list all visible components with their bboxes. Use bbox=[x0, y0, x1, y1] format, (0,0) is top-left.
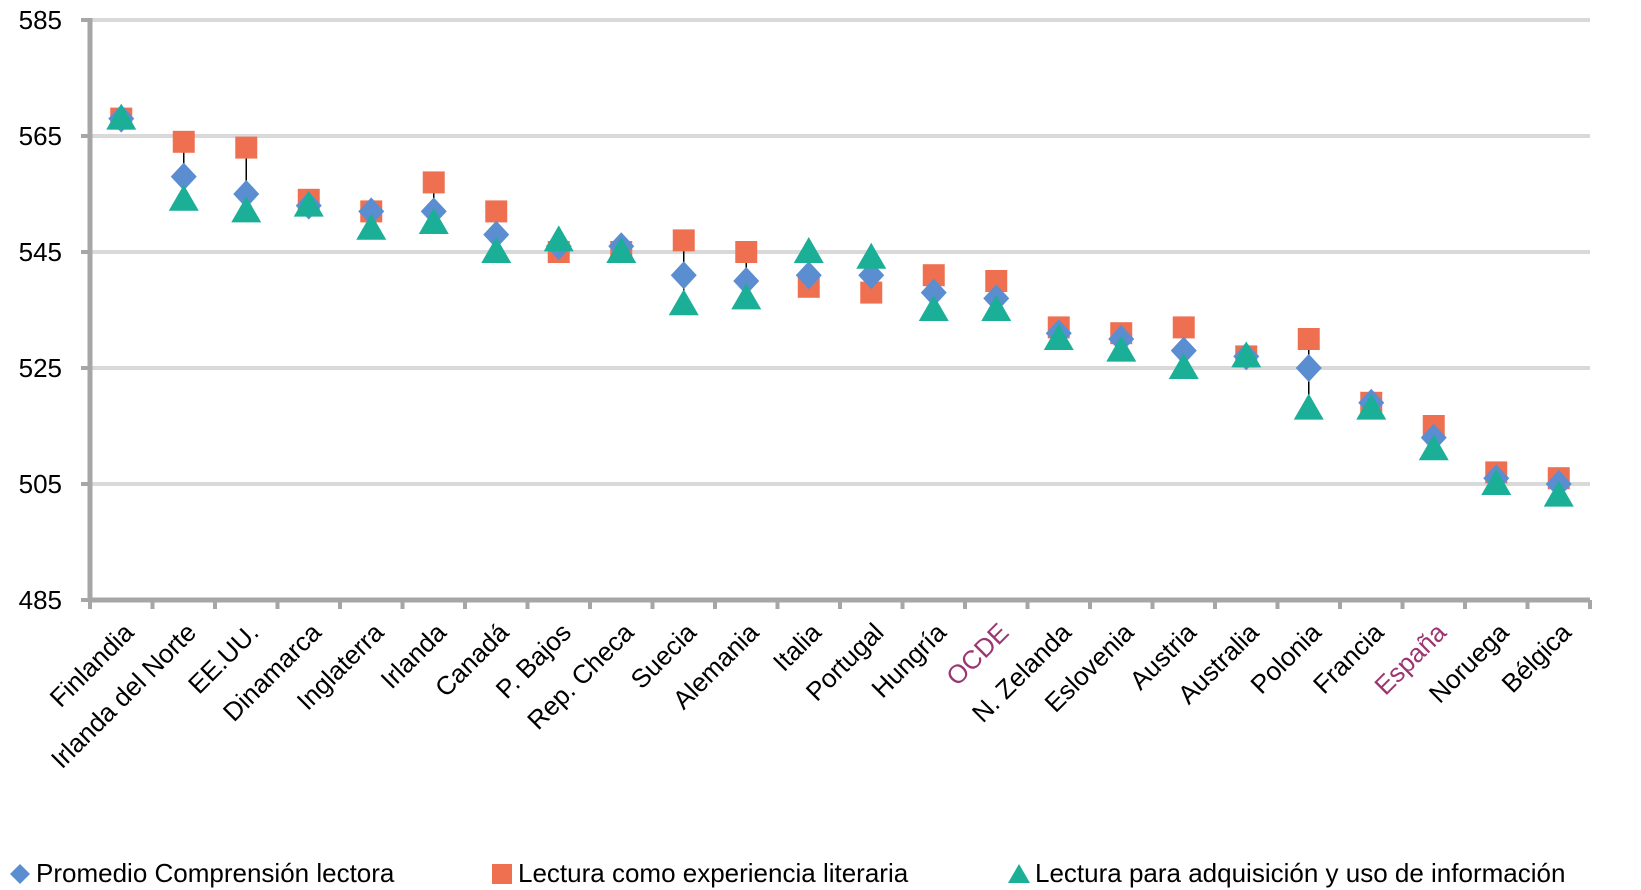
informacion-point bbox=[1293, 393, 1324, 420]
promedio-point bbox=[170, 162, 197, 191]
promedio-point bbox=[920, 278, 947, 307]
square-icon bbox=[492, 863, 512, 884]
axes bbox=[81, 18, 1592, 609]
promedio-point bbox=[795, 261, 822, 290]
literaria-point bbox=[672, 229, 695, 252]
promedio-point bbox=[483, 220, 510, 249]
y-tick-labels: 485 505 525 545 565 585 bbox=[19, 5, 62, 615]
informacion-point bbox=[293, 190, 324, 217]
y-tick-label: 505 bbox=[19, 469, 62, 499]
literaria-point bbox=[422, 171, 445, 194]
informacion-point bbox=[1356, 393, 1387, 420]
range-connectors bbox=[183, 141, 1560, 496]
diamond-icon bbox=[10, 863, 30, 884]
triangle-icon bbox=[1008, 863, 1030, 883]
informacion-point bbox=[731, 283, 762, 310]
promedio-point bbox=[670, 261, 697, 290]
informacion-point bbox=[168, 184, 199, 211]
legend-label: Lectura para adquisición y uso de inform… bbox=[1035, 858, 1566, 888]
informacion-point bbox=[1106, 335, 1137, 362]
informacion-point bbox=[1543, 480, 1574, 507]
informacion-point bbox=[918, 295, 949, 321]
legend-item-literaria: Lectura como experiencia literaria bbox=[490, 858, 908, 889]
y-tick-label: 545 bbox=[19, 237, 62, 267]
literaria-point bbox=[172, 130, 195, 153]
literaria-point bbox=[860, 281, 883, 304]
informacion-point bbox=[793, 237, 824, 263]
x-tick-label: Bélgica bbox=[1495, 617, 1577, 699]
informacion-point bbox=[481, 237, 512, 263]
informacion-point bbox=[106, 103, 137, 130]
informacion-point bbox=[1418, 434, 1449, 461]
informacion-point bbox=[1168, 353, 1199, 379]
informacion-point bbox=[356, 213, 387, 240]
informacion-point bbox=[606, 237, 637, 263]
informacion-point bbox=[1043, 324, 1074, 350]
data-markers bbox=[106, 103, 1574, 507]
legend-label: Promedio Comprensión lectora bbox=[36, 858, 395, 888]
legend-item-promedio: Promedio Comprensión lectora bbox=[8, 858, 394, 889]
informacion-point bbox=[668, 289, 699, 316]
literaria-point bbox=[985, 270, 1008, 292]
literaria-point bbox=[1297, 328, 1320, 350]
y-tick-label: 485 bbox=[19, 585, 62, 615]
legend: Promedio Comprensión lectora Lectura com… bbox=[0, 858, 1641, 888]
informacion-point bbox=[418, 208, 449, 234]
literaria-point bbox=[235, 136, 258, 159]
promedio-point bbox=[358, 197, 385, 226]
promedio-point bbox=[733, 267, 760, 295]
promedio-point bbox=[1170, 336, 1197, 365]
literaria-point bbox=[922, 264, 945, 287]
informacion-point bbox=[856, 242, 887, 269]
literaria-point bbox=[735, 241, 758, 263]
legend-label: Lectura como experiencia literaria bbox=[518, 858, 909, 888]
informacion-point bbox=[231, 196, 262, 223]
informacion-point bbox=[1481, 469, 1512, 495]
y-tick-label: 525 bbox=[19, 353, 62, 383]
literaria-point bbox=[485, 200, 508, 223]
literaria-point bbox=[1172, 316, 1195, 339]
y-tick-label: 585 bbox=[19, 5, 62, 35]
y-tick-label: 565 bbox=[19, 121, 62, 151]
informacion-point bbox=[981, 295, 1012, 321]
informacion-point bbox=[543, 225, 574, 252]
promedio-point bbox=[233, 180, 260, 208]
promedio-point bbox=[1295, 354, 1322, 382]
legend-item-informacion: Lectura para adquisición y uso de inform… bbox=[1007, 858, 1565, 889]
informacion-point bbox=[1231, 341, 1262, 368]
grid-lines bbox=[90, 18, 1590, 486]
